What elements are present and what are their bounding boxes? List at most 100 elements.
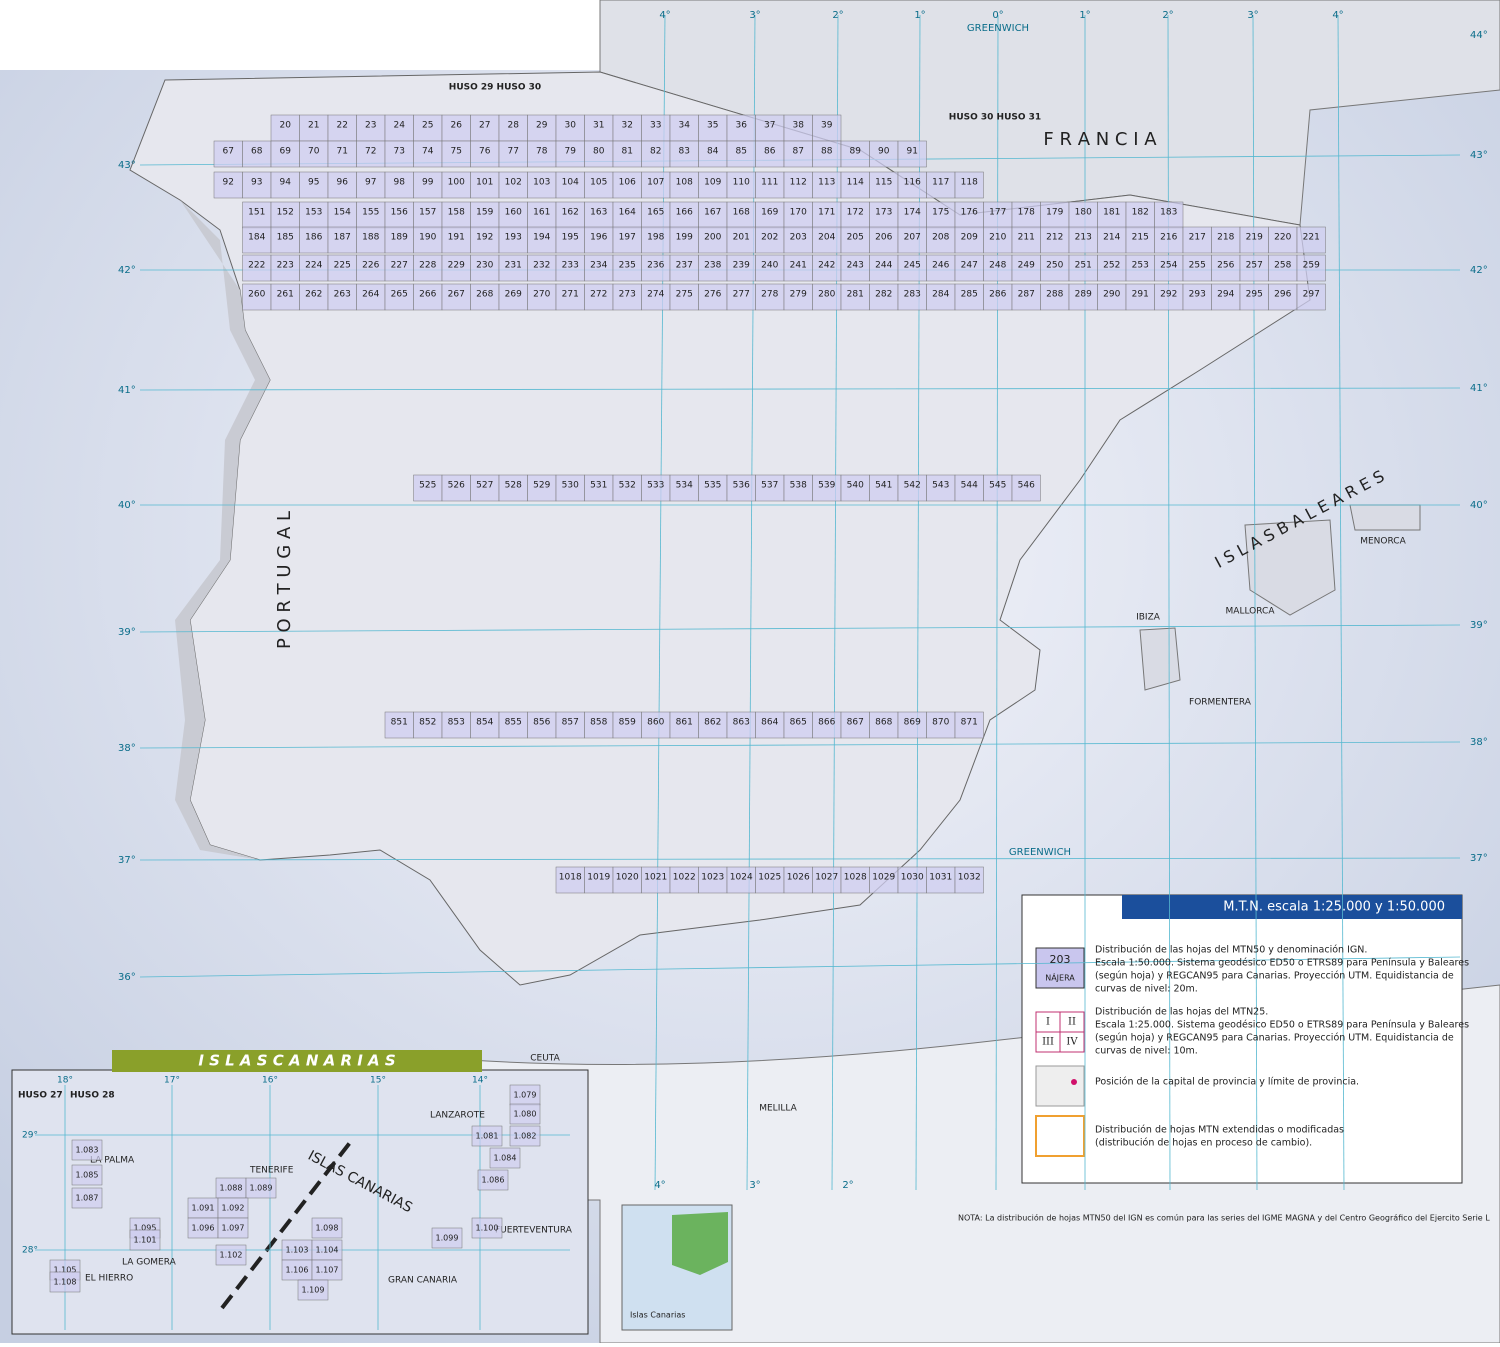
sheet-number: 281 xyxy=(847,290,864,300)
sheet-number: 216 xyxy=(1160,233,1177,243)
sheet-cell xyxy=(71,1164,103,1186)
blank-corner xyxy=(0,0,600,70)
sheet-cell xyxy=(431,1227,463,1249)
sheet-number: 240 xyxy=(761,261,778,271)
sheet-number: 71 xyxy=(337,147,348,157)
sheet-number: 115 xyxy=(875,178,892,188)
sheet-number: 290 xyxy=(1103,290,1120,300)
island-label: FUERTEVENTURA xyxy=(495,1226,573,1236)
sheet-cell xyxy=(698,171,728,199)
sheet-number: 1031 xyxy=(929,873,952,883)
sheet-cell xyxy=(926,171,956,199)
sheet-cell xyxy=(555,283,585,311)
lat-label: 39° xyxy=(1470,620,1488,631)
sheet-cell xyxy=(897,171,927,199)
sheet-number: 169 xyxy=(761,208,778,218)
sheet-number: 152 xyxy=(277,208,294,218)
sheet-cell xyxy=(384,140,414,168)
sheet-number: 1.083 xyxy=(76,1146,99,1155)
sheet-cell xyxy=(270,226,300,254)
sheet-number: 86 xyxy=(764,147,776,157)
sheet-cell xyxy=(356,226,386,254)
sheet-cell xyxy=(498,140,528,168)
sheet-number: 1021 xyxy=(644,873,667,883)
sheet-number: 188 xyxy=(362,233,379,243)
sheet-number: 539 xyxy=(818,481,835,491)
sheet-number: 246 xyxy=(932,261,949,271)
sheet-cell xyxy=(726,866,756,894)
sheet-cell xyxy=(1040,254,1070,282)
sheet-cell xyxy=(1040,201,1070,229)
sheet-number: 69 xyxy=(280,147,292,157)
parallel xyxy=(139,956,1461,978)
lon-label: 1° xyxy=(1079,10,1090,21)
sheet-number: 1018 xyxy=(559,873,582,883)
lat-label: 37° xyxy=(1470,853,1488,864)
sheet-number: 101 xyxy=(476,178,493,188)
sheet-number: 155 xyxy=(362,208,379,218)
island-label: TENERIFE xyxy=(249,1166,294,1176)
sheet-cell xyxy=(869,140,899,168)
sheet-number: 265 xyxy=(391,290,408,300)
sheet-number: 244 xyxy=(875,261,892,271)
sheet-cell xyxy=(1268,226,1298,254)
sheet-cell xyxy=(669,283,699,311)
sheet-number: 184 xyxy=(248,233,265,243)
sheet-number: 104 xyxy=(562,178,579,188)
lat-label: 28° xyxy=(22,1246,38,1256)
sheet-number: 272 xyxy=(590,290,607,300)
sheet-number: 1.106 xyxy=(286,1266,309,1275)
sheet-number: 181 xyxy=(1103,208,1120,218)
sheet-cell xyxy=(270,171,300,199)
sheet-cell xyxy=(783,114,813,142)
sheet-cell xyxy=(270,283,300,311)
sheet-cell xyxy=(612,140,642,168)
sheet-cell xyxy=(897,226,927,254)
sheet-number: 106 xyxy=(619,178,636,188)
sheet-cell xyxy=(612,114,642,142)
sheet-number: 192 xyxy=(476,233,493,243)
sheet-number: 869 xyxy=(904,718,921,728)
sheet-number: 859 xyxy=(619,718,636,728)
sheet-cell xyxy=(245,1177,277,1199)
sheet-number: 860 xyxy=(647,718,664,728)
island-label: LANZAROTE xyxy=(430,1111,485,1121)
lat-label: 40° xyxy=(118,500,136,511)
sheet-cell xyxy=(327,283,357,311)
sheet-number: 113 xyxy=(818,178,835,188)
sheet-number: 70 xyxy=(308,147,320,157)
sheet-number: 1023 xyxy=(701,873,724,883)
sheet-cell xyxy=(555,171,585,199)
sheet-cell xyxy=(698,254,728,282)
lat-label: 43° xyxy=(1470,150,1488,161)
sheet-cell xyxy=(1125,201,1155,229)
sheet-number: 95 xyxy=(308,178,319,188)
sheet-cell xyxy=(897,254,927,282)
sheet-number: 160 xyxy=(505,208,522,218)
sheet-number: 203 xyxy=(790,233,807,243)
sheet-number: 109 xyxy=(704,178,721,188)
sheet-number: 77 xyxy=(508,147,519,157)
sheet-number: 543 xyxy=(932,481,949,491)
sheet-cell xyxy=(527,226,557,254)
sheet-number: 210 xyxy=(989,233,1006,243)
sheet-number: 251 xyxy=(1075,261,1092,271)
legend-text: Distribución de las hojas del MTN25. xyxy=(1095,1007,1268,1018)
sheet-number: 157 xyxy=(419,208,436,218)
sheet-cell xyxy=(812,711,842,739)
sheet-cell xyxy=(1154,201,1184,229)
sheet-cell xyxy=(527,283,557,311)
sheet-cell xyxy=(527,201,557,229)
sheet-cell xyxy=(555,474,585,502)
sheet-cell xyxy=(612,201,642,229)
sheet-number: 85 xyxy=(736,147,747,157)
sheet-cell xyxy=(441,171,471,199)
sheet-cell xyxy=(413,226,443,254)
sheet-cell xyxy=(297,1279,329,1301)
sheet-cell xyxy=(299,201,329,229)
region-label: GREENWICH xyxy=(1009,847,1071,858)
sheet-number: 110 xyxy=(733,178,750,188)
sheet-cell xyxy=(698,711,728,739)
sheet-cell xyxy=(356,201,386,229)
canarias-header xyxy=(112,1050,482,1072)
